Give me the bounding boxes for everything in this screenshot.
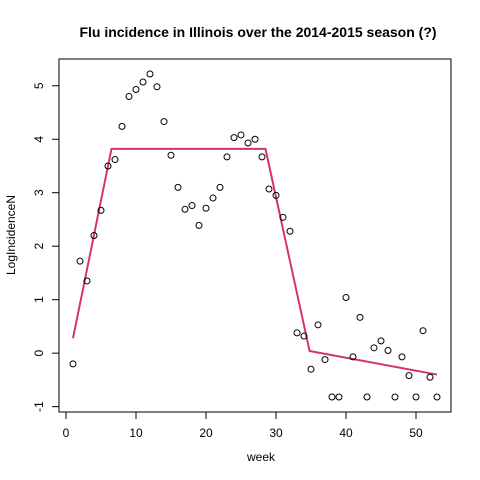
x-ticks: 0 10 20 30 40 50 bbox=[63, 412, 423, 440]
data-point bbox=[160, 118, 168, 126]
x-axis-label: week bbox=[246, 450, 276, 464]
data-point bbox=[174, 183, 182, 191]
x-tick-label: 40 bbox=[339, 426, 353, 440]
data-point bbox=[104, 162, 112, 170]
data-point bbox=[188, 202, 196, 210]
data-point bbox=[90, 232, 98, 239]
data-point bbox=[405, 372, 413, 380]
data-point bbox=[398, 353, 406, 361]
data-point bbox=[76, 257, 84, 265]
data-point bbox=[279, 213, 287, 221]
data-point bbox=[195, 221, 203, 229]
y-tick-label: 4 bbox=[32, 136, 46, 143]
data-point bbox=[356, 313, 364, 321]
data-point bbox=[412, 393, 420, 401]
data-point bbox=[258, 153, 266, 161]
x-tick-label: 10 bbox=[129, 426, 143, 440]
y-tick-label: 1 bbox=[32, 296, 46, 303]
fit-line bbox=[72, 147, 438, 376]
data-point bbox=[237, 131, 245, 139]
y-tick-label: 0 bbox=[32, 350, 46, 357]
data-point bbox=[83, 277, 91, 285]
data-point bbox=[216, 183, 224, 191]
data-point bbox=[426, 373, 434, 381]
y-axis-label: LogIncidenceN bbox=[4, 195, 18, 275]
data-point bbox=[314, 321, 322, 329]
data-point bbox=[97, 206, 105, 214]
data-point bbox=[202, 204, 210, 212]
y-tick-label: 2 bbox=[32, 243, 46, 250]
data-point bbox=[265, 185, 273, 193]
data-point bbox=[118, 122, 126, 130]
data-point bbox=[251, 135, 259, 143]
data-point bbox=[370, 344, 378, 352]
chart-title: Flu incidence in Illinois over the 2014-… bbox=[79, 24, 436, 40]
x-tick-label: 20 bbox=[199, 426, 213, 440]
data-point bbox=[300, 332, 308, 340]
data-point bbox=[153, 83, 161, 91]
plot-frame bbox=[58, 58, 452, 413]
y-ticks: -1 0 1 2 3 4 5 bbox=[32, 82, 59, 412]
y-tick-label: 3 bbox=[32, 189, 46, 196]
x-tick-label: 0 bbox=[63, 426, 70, 440]
data-point bbox=[125, 92, 133, 100]
data-point bbox=[377, 337, 385, 345]
x-tick-label: 30 bbox=[269, 426, 283, 440]
y-tick-label: 5 bbox=[32, 82, 46, 89]
data-point bbox=[342, 294, 350, 302]
data-point bbox=[349, 353, 357, 361]
data-point bbox=[146, 70, 154, 78]
data-point bbox=[307, 365, 315, 373]
data-point bbox=[69, 360, 77, 368]
data-point bbox=[384, 346, 392, 354]
data-point bbox=[286, 227, 294, 235]
data-point bbox=[363, 393, 371, 401]
data-point bbox=[391, 393, 399, 401]
y-tick-label: -1 bbox=[32, 401, 46, 412]
data-point bbox=[272, 191, 280, 199]
data-point bbox=[111, 156, 119, 164]
data-point bbox=[328, 393, 336, 401]
data-point bbox=[321, 356, 329, 364]
data-point bbox=[293, 329, 301, 337]
data-point bbox=[230, 134, 238, 142]
data-point bbox=[132, 85, 140, 93]
data-point bbox=[167, 151, 175, 159]
data-point bbox=[244, 139, 252, 147]
x-tick-label: 50 bbox=[409, 426, 423, 440]
data-point bbox=[223, 153, 231, 161]
data-point bbox=[181, 205, 189, 213]
data-point bbox=[433, 393, 441, 401]
data-point bbox=[209, 194, 217, 202]
data-point bbox=[335, 393, 343, 401]
x-axis: 0 10 20 30 40 50 bbox=[63, 411, 423, 440]
data-point bbox=[139, 78, 147, 86]
data-points bbox=[69, 70, 441, 401]
y-axis: -1 0 1 2 3 4 5 bbox=[32, 82, 60, 412]
data-point bbox=[419, 327, 427, 335]
